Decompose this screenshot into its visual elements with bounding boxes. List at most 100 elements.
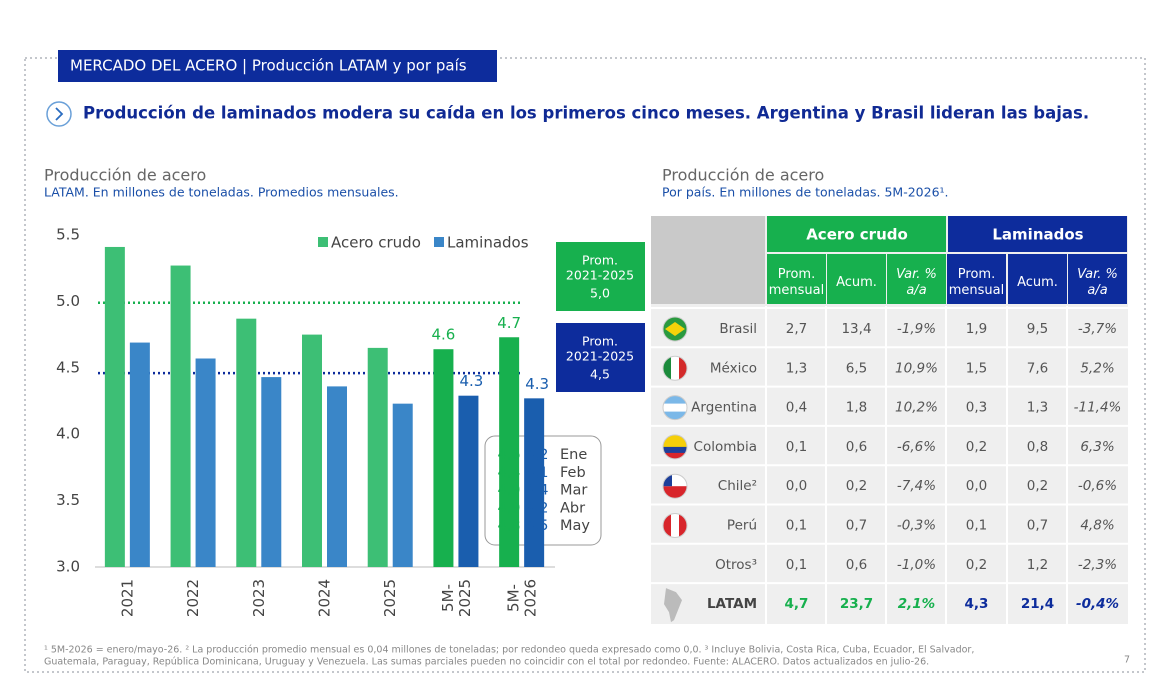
cell: 2,7 — [786, 321, 807, 337]
monthly-value: 4,2 — [525, 447, 548, 463]
cell: 9,5 — [1027, 321, 1048, 337]
cell: 0,6 — [846, 557, 867, 573]
y-tick-label: 3.0 — [56, 558, 80, 576]
cell: 0,4 — [786, 400, 807, 416]
flag-stripe — [663, 452, 687, 459]
cell: -0,3% — [897, 518, 936, 534]
tag: MERCADO DEL ACERO | Producción LATAM y p… — [70, 57, 467, 75]
x-tick-label: 5M-2026 — [504, 579, 539, 617]
monthly-value: 4,9 — [497, 500, 520, 516]
chart-subtitle: LATAM. En millones de toneladas. Promedi… — [44, 185, 399, 200]
cell: 23,7 — [840, 596, 873, 612]
legend-swatch — [318, 237, 328, 247]
column-label: Acum. — [1017, 275, 1058, 290]
row-label: México — [710, 360, 757, 376]
page-number: 7 — [1124, 655, 1130, 666]
footnote: Guatemala, Paraguay, República Dominican… — [44, 657, 929, 668]
bar — [524, 398, 545, 567]
row-label: Perú — [727, 518, 757, 534]
flag — [663, 395, 687, 420]
flag-stripe — [663, 434, 687, 442]
cell: 0,3 — [966, 400, 987, 416]
monthly-value: 4,9 — [497, 483, 520, 499]
flag-stripe — [663, 411, 687, 420]
cell: 10,2% — [895, 400, 938, 416]
reference-value: 4,5 — [590, 367, 610, 382]
cell: 1,8 — [846, 400, 867, 416]
cell: 13,4 — [841, 321, 871, 337]
y-tick-label: 5.5 — [56, 226, 80, 244]
cell: 1,9 — [966, 321, 987, 337]
flag — [663, 317, 687, 341]
bar — [433, 349, 454, 567]
header-corner — [651, 216, 765, 304]
monthly-value: Abr — [560, 500, 585, 516]
flag-stripe — [671, 513, 680, 538]
row-label: Argentina — [691, 400, 757, 416]
cell: 0,6 — [846, 439, 867, 455]
bar — [327, 386, 347, 567]
cell: 21,4 — [1021, 596, 1054, 612]
flag-ring — [662, 513, 688, 538]
row-label: Otros³ — [715, 557, 757, 573]
flag-stripe — [663, 440, 687, 448]
group-header — [767, 216, 946, 252]
cell: -7,4% — [897, 478, 936, 494]
cell: -3,7% — [1078, 321, 1117, 337]
legend-label: Acero crudo — [331, 234, 421, 252]
row-label: Chile² — [718, 478, 757, 494]
flag — [663, 356, 687, 381]
frame — [24, 57, 1146, 673]
row-label: Colombia — [694, 439, 757, 455]
cell: -2,3% — [1078, 557, 1117, 573]
column-header — [827, 254, 886, 304]
cell: -0,6% — [1078, 478, 1117, 494]
flag-stripe — [663, 486, 687, 499]
flag-stripe — [679, 356, 687, 381]
cell: -1,0% — [897, 557, 936, 573]
cell: 5,2% — [1080, 360, 1114, 376]
cell: 2,1% — [898, 596, 935, 612]
flag — [663, 513, 687, 538]
table-title: Producción de acero — [662, 166, 824, 185]
cell: 0,2 — [966, 439, 987, 455]
column-header — [947, 254, 1006, 304]
flag-stripe — [679, 513, 687, 538]
column-header — [1068, 254, 1127, 304]
icon — [46, 101, 72, 127]
bar — [499, 337, 520, 567]
value-label: 4.7 — [497, 314, 521, 332]
flag-detail — [663, 474, 672, 487]
y-tick-label: 4.5 — [56, 358, 80, 376]
cell: 1,2 — [1027, 557, 1048, 573]
row-label: LATAM — [707, 596, 757, 612]
legend-swatch — [434, 237, 444, 247]
latam-map — [664, 588, 682, 623]
reference-box — [556, 323, 645, 392]
y-tick-label: 5.0 — [56, 292, 80, 310]
cell: 6,3% — [1080, 439, 1114, 455]
bar — [104, 246, 125, 567]
bar — [236, 318, 257, 567]
reference-label: Prom. 2021-2025 — [566, 252, 634, 282]
bar — [170, 265, 191, 567]
monthly-value: 4,4 — [525, 483, 548, 499]
column-label: Var. % a/a — [1077, 267, 1118, 298]
cell: -11,4% — [1074, 400, 1122, 416]
monthly-value: 4,5 — [525, 518, 548, 534]
cell: 4,3 — [965, 596, 989, 612]
flag-stripe — [663, 403, 687, 413]
cell: 0,7 — [846, 518, 867, 534]
cell: 0,2 — [846, 478, 867, 494]
cell: 6,5 — [846, 360, 867, 376]
flag-stripe — [671, 356, 680, 381]
bar — [367, 347, 388, 567]
bar — [261, 377, 282, 567]
flag-ring — [662, 434, 688, 460]
column-label: Prom. mensual — [769, 267, 825, 298]
cell: 10,9% — [895, 360, 938, 376]
reference-label: Prom. 2021-2025 — [566, 333, 634, 363]
column-header — [887, 254, 946, 304]
flag-ring — [662, 355, 688, 381]
